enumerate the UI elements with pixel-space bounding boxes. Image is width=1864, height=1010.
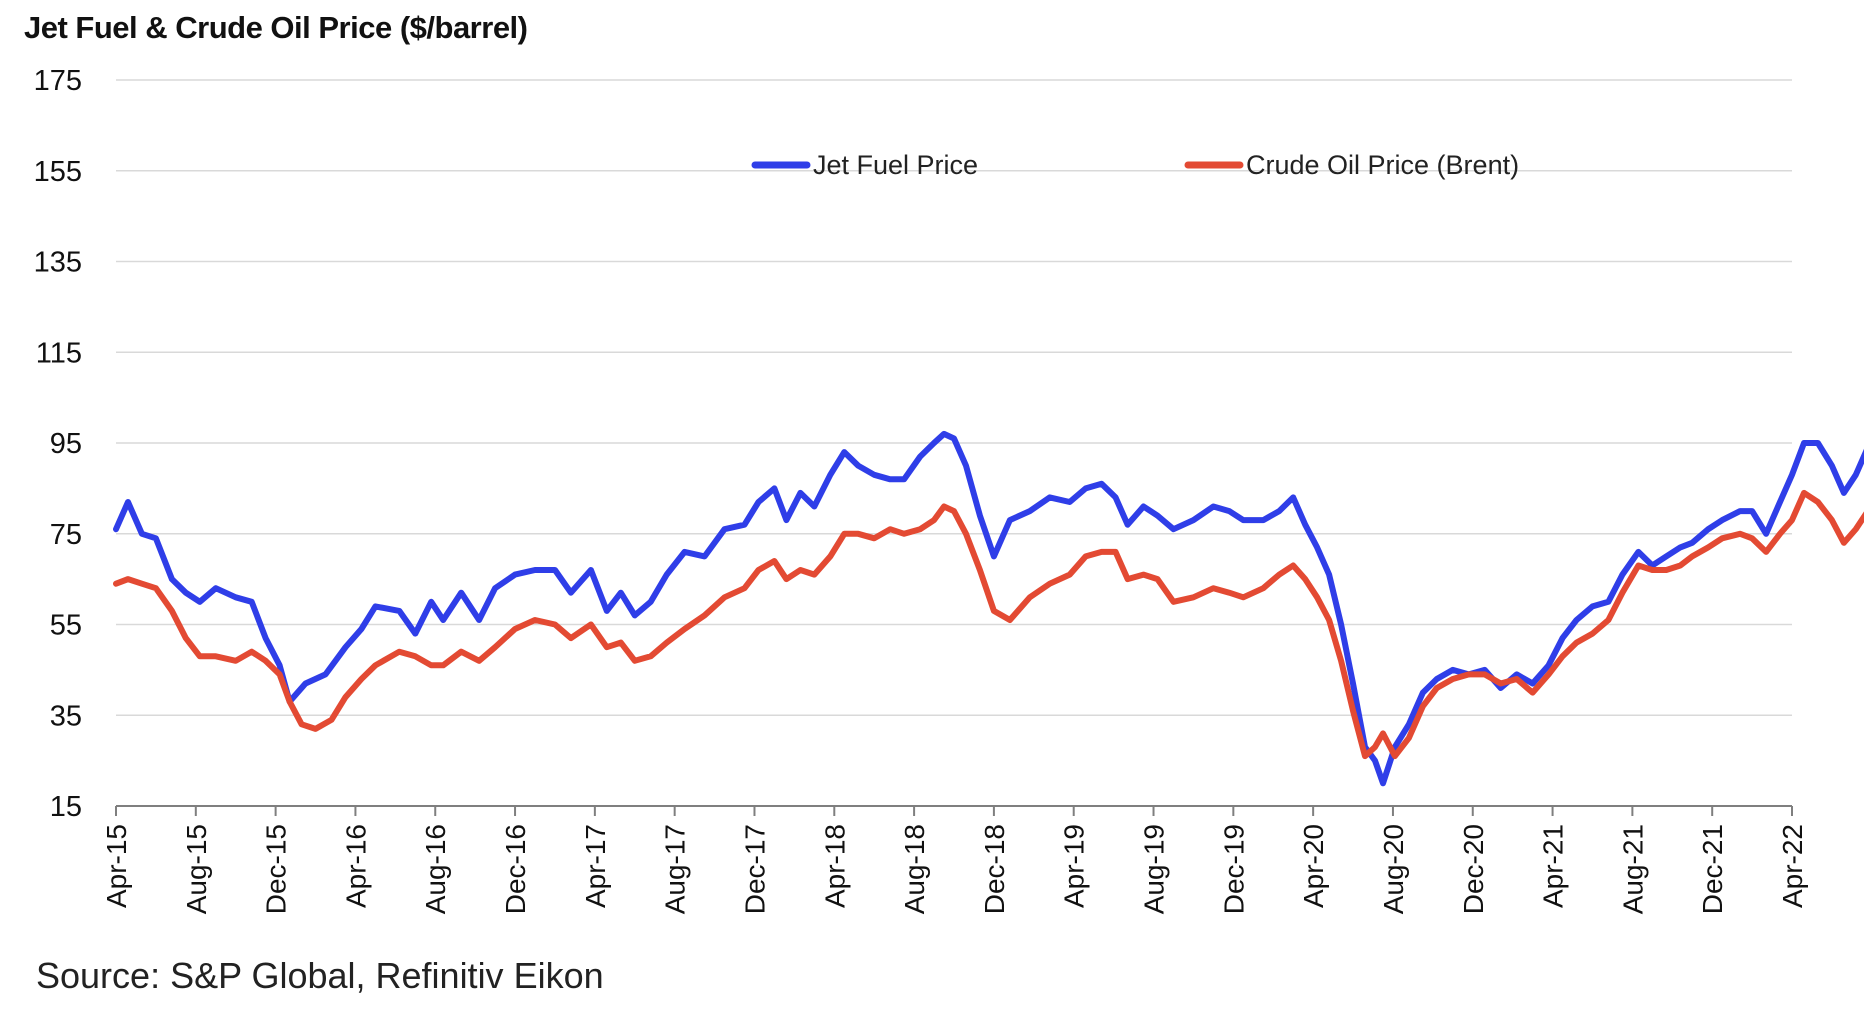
x-tick-label: Dec-16 — [500, 824, 531, 914]
x-tick-label: Aug-18 — [899, 824, 930, 914]
series-line-1 — [113, 489, 1864, 760]
legend-label-1: Crude Oil Price (Brent) — [1246, 150, 1519, 180]
y-tick-label: 95 — [50, 428, 82, 460]
series-lines — [113, 430, 1864, 787]
x-tick-label: Aug-16 — [420, 824, 451, 914]
x-tick-label: Aug-17 — [660, 824, 691, 914]
gridlines — [116, 79, 1792, 716]
y-axis-ticks: 175 155 135 115 95 75 55 35 15 — [34, 65, 82, 823]
x-tick-label: Dec-20 — [1458, 824, 1489, 914]
x-tick-label: Dec-15 — [261, 824, 292, 914]
source-note: Source: S&P Global, Refinitiv Eikon — [36, 955, 604, 996]
y-tick-label: 175 — [34, 65, 82, 97]
x-tick-label: Aug-20 — [1378, 824, 1409, 914]
y-tick-label: 155 — [34, 156, 82, 188]
y-tick-label: 75 — [50, 519, 82, 551]
x-tick-label: Apr-21 — [1538, 824, 1569, 908]
y-tick-label: 15 — [50, 791, 82, 823]
y-tick-label: 115 — [36, 337, 82, 369]
x-tick-label: Aug-19 — [1139, 824, 1170, 914]
x-tick-label: Dec-18 — [979, 824, 1010, 914]
x-tick-label: Apr-17 — [580, 824, 611, 908]
legend: Jet Fuel Price Crude Oil Price (Brent) — [751, 150, 1519, 180]
legend-label-0: Jet Fuel Price — [813, 150, 978, 180]
x-tick-label: Apr-19 — [1059, 824, 1090, 908]
x-tick-label: Dec-17 — [739, 824, 770, 914]
x-tick-label: Apr-18 — [819, 824, 850, 908]
x-axis-ticks: Apr-15 Aug-15 Dec-15 Apr-16 Aug-16 Dec-16 Apr-… — [101, 806, 1808, 914]
y-tick-label: 35 — [50, 700, 82, 732]
x-tick-label: Apr-22 — [1777, 824, 1808, 908]
y-tick-label: 135 — [34, 247, 82, 279]
x-tick-label: Dec-21 — [1697, 824, 1728, 914]
x-tick-label: Aug-15 — [181, 824, 212, 914]
x-tick-label: Apr-16 — [340, 824, 371, 908]
y-tick-label: 55 — [50, 610, 82, 642]
chart-title: Jet Fuel & Crude Oil Price ($/barrel) — [24, 10, 528, 45]
x-tick-label: Dec-19 — [1218, 824, 1249, 914]
x-tick-label: Apr-20 — [1298, 824, 1329, 908]
series-line-0 — [113, 430, 1864, 787]
x-tick-label: Aug-21 — [1617, 824, 1648, 914]
x-tick-label: Apr-15 — [101, 824, 132, 908]
